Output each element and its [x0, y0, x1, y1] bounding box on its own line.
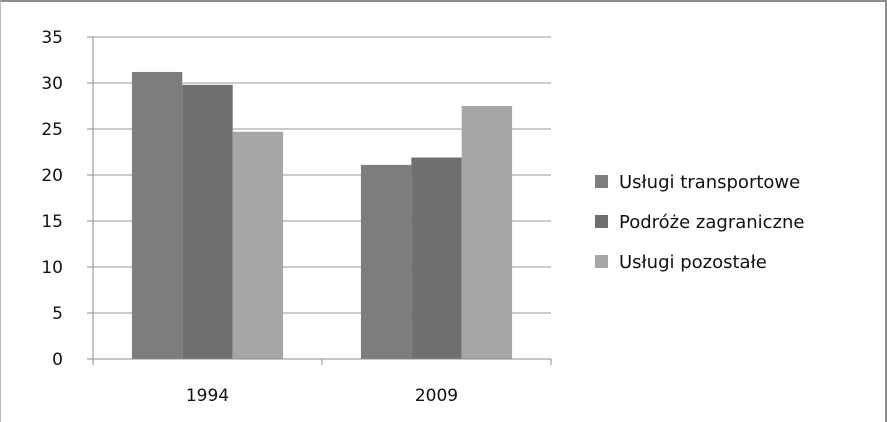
x-tick-label: 2009	[415, 386, 458, 406]
bar-2-2009	[411, 157, 462, 359]
bar-3-1994	[232, 131, 284, 359]
legend-label: Usługi transportowe	[619, 172, 800, 193]
y-axis-tick-labels: 0 5 10 15 20 25 30 35	[41, 28, 63, 370]
y-tick-label: 35	[41, 28, 63, 48]
x-tick-label: 1994	[186, 386, 229, 406]
legend-label: Usługi pozostałe	[619, 252, 767, 273]
bar-3-2009	[461, 106, 513, 359]
y-tick-label: 25	[41, 120, 63, 140]
bar-1-2009	[360, 164, 412, 359]
y-tick-label: 0	[52, 350, 63, 370]
legend-swatch	[595, 175, 608, 188]
bars	[131, 71, 513, 360]
y-tick-label: 30	[41, 74, 63, 94]
legend-swatch	[595, 215, 608, 228]
bar-1-1994	[131, 71, 183, 360]
y-tick-label: 15	[41, 212, 63, 232]
legend: Usługi transportowe Podróże zagraniczne Us…	[595, 172, 804, 273]
x-axis-tick-labels: 1994 2009	[92, 359, 552, 406]
y-tick-label: 10	[41, 258, 63, 278]
y-tick-label: 20	[41, 166, 63, 186]
legend-swatch	[595, 255, 608, 268]
legend-label: Podróże zagraniczne	[619, 212, 804, 233]
y-tick-label: 5	[52, 304, 63, 324]
bar-2-1994	[182, 84, 233, 359]
